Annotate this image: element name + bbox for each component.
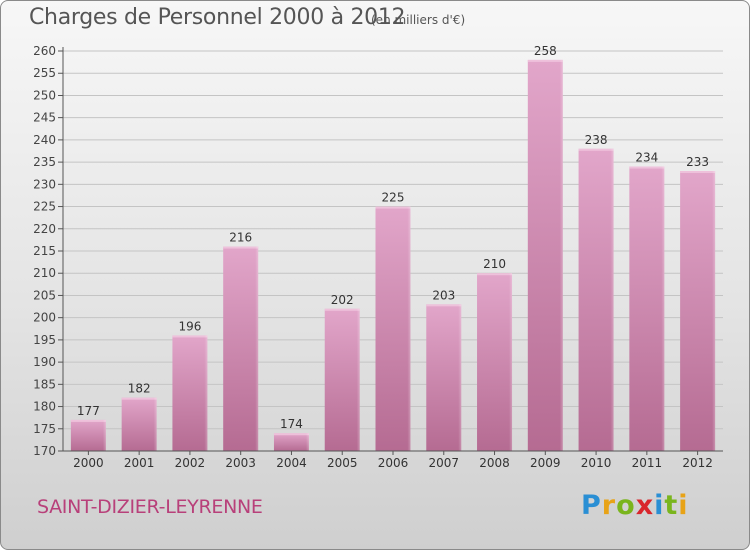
y-tick-label: 225 bbox=[33, 200, 56, 214]
x-tick-label: 2011 bbox=[632, 456, 663, 470]
y-tick-label: 255 bbox=[33, 66, 56, 80]
bar-edge bbox=[661, 166, 665, 452]
bar-edge bbox=[509, 273, 513, 451]
y-tick-label: 180 bbox=[33, 400, 56, 414]
x-tick-label: 2009 bbox=[530, 456, 561, 470]
x-tick-label: 2000 bbox=[73, 456, 104, 470]
data-label: 233 bbox=[686, 155, 709, 169]
y-tick-label: 175 bbox=[33, 422, 56, 436]
chart-subtitle: (en milliers d'€) bbox=[371, 13, 466, 27]
y-tick-label: 260 bbox=[33, 44, 56, 58]
data-label: 177 bbox=[77, 404, 100, 418]
bar bbox=[223, 246, 259, 451]
bar-edge bbox=[204, 335, 208, 451]
bar-highlight bbox=[273, 433, 309, 436]
logo-letter: r bbox=[601, 490, 617, 521]
logo-letter: x bbox=[635, 490, 655, 521]
x-tick-label: 2006 bbox=[378, 456, 409, 470]
x-tick-label: 2005 bbox=[327, 456, 358, 470]
y-tick-label: 220 bbox=[33, 222, 56, 236]
bar-edge bbox=[255, 246, 259, 451]
bar-edge bbox=[153, 397, 157, 451]
bar bbox=[375, 206, 411, 451]
bar-highlight bbox=[70, 419, 106, 422]
data-label: 210 bbox=[483, 257, 506, 271]
y-tick-label: 240 bbox=[33, 133, 56, 147]
data-label: 216 bbox=[229, 231, 252, 245]
bar-highlight bbox=[680, 171, 716, 173]
bar bbox=[273, 433, 309, 451]
bar-highlight bbox=[578, 148, 614, 151]
chart-title: Charges de Personnel 2000 à 2012 bbox=[29, 5, 406, 30]
y-tick-label: 170 bbox=[33, 444, 56, 458]
y-tick-label: 215 bbox=[33, 244, 56, 258]
bar bbox=[629, 166, 665, 452]
bar-edge bbox=[559, 59, 563, 452]
bar-highlight bbox=[223, 246, 259, 249]
bar-highlight bbox=[324, 308, 360, 311]
x-tick-label: 2002 bbox=[175, 456, 206, 470]
x-tick-label: 2008 bbox=[479, 456, 510, 470]
y-tick-label: 205 bbox=[33, 288, 56, 302]
data-label: 234 bbox=[635, 151, 658, 165]
y-tick-label: 210 bbox=[33, 266, 56, 280]
bar-edge bbox=[458, 304, 462, 451]
data-label: 238 bbox=[585, 133, 608, 147]
bar bbox=[324, 308, 360, 451]
bar-edge bbox=[356, 308, 360, 451]
bar-layer: 177 182 196 216 174 202 225 203 210 258 238 234 233 bbox=[70, 44, 716, 452]
bar-highlight bbox=[121, 397, 157, 400]
bar bbox=[527, 59, 563, 452]
bar-highlight bbox=[426, 304, 462, 307]
data-label: 225 bbox=[382, 191, 405, 205]
bar-highlight bbox=[527, 59, 563, 62]
logo-letter: P bbox=[581, 490, 602, 521]
bar-highlight bbox=[629, 166, 665, 169]
bar-edge bbox=[712, 171, 716, 451]
bar bbox=[680, 171, 716, 451]
bar-highlight bbox=[477, 273, 513, 276]
x-tick-label: 2010 bbox=[581, 456, 612, 470]
axis-layer: 170 175 180 185 190 195 200 205 210 215 220 225 230 2… bbox=[33, 44, 723, 470]
data-label: 258 bbox=[534, 44, 557, 58]
data-label: 196 bbox=[178, 319, 201, 333]
logo-letter: t bbox=[664, 490, 679, 521]
logo-letter: i bbox=[654, 490, 665, 521]
y-tick-label: 200 bbox=[33, 311, 56, 325]
bar-highlight bbox=[172, 335, 208, 338]
data-label: 202 bbox=[331, 293, 354, 307]
x-tick-label: 2003 bbox=[225, 456, 256, 470]
logo-letter: o bbox=[616, 490, 636, 521]
y-tick-label: 245 bbox=[33, 111, 56, 125]
y-tick-label: 230 bbox=[33, 177, 56, 191]
bar bbox=[578, 148, 614, 451]
data-label: 182 bbox=[128, 382, 151, 396]
y-tick-label: 250 bbox=[33, 88, 56, 102]
y-tick-label: 185 bbox=[33, 377, 56, 391]
x-tick-label: 2007 bbox=[428, 456, 459, 470]
bar-edge bbox=[610, 148, 614, 451]
bar bbox=[70, 419, 106, 451]
data-label: 174 bbox=[280, 417, 303, 431]
bar-edge bbox=[305, 433, 309, 451]
bar bbox=[477, 273, 513, 451]
y-tick-label: 190 bbox=[33, 355, 56, 369]
y-tick-label: 195 bbox=[33, 333, 56, 347]
bar bbox=[172, 335, 208, 451]
data-label: 203 bbox=[432, 288, 455, 302]
bar-edge bbox=[102, 419, 106, 451]
proxiti-logo: Proxiti bbox=[581, 490, 689, 521]
logo-letter: i bbox=[678, 490, 689, 521]
bar bbox=[121, 397, 157, 451]
city-name: SAINT-DIZIER-LEYRENNE bbox=[37, 496, 263, 518]
y-tick-label: 235 bbox=[33, 155, 56, 169]
bar-highlight bbox=[375, 206, 411, 209]
x-tick-label: 2012 bbox=[682, 456, 713, 470]
bar bbox=[426, 304, 462, 451]
bar-edge bbox=[407, 206, 411, 451]
x-tick-label: 2004 bbox=[276, 456, 307, 470]
x-tick-label: 2001 bbox=[124, 456, 155, 470]
